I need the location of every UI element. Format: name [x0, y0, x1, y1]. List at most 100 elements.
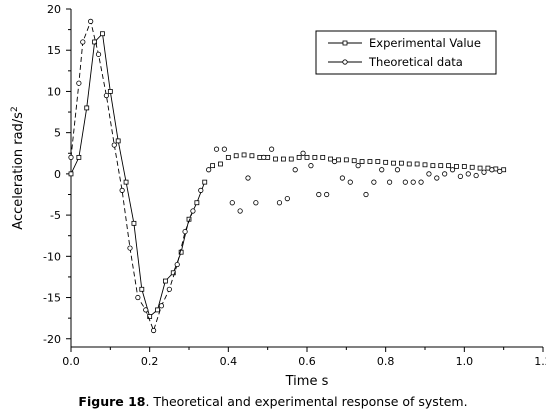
data-point [241, 152, 247, 158]
data-point [100, 31, 105, 37]
y-tick-label: 20 [47, 3, 61, 16]
data-point [371, 179, 377, 185]
data-point [312, 154, 318, 160]
data-point [103, 92, 110, 99]
series-theoretical-data [68, 18, 503, 334]
data-point [422, 162, 428, 168]
data-point [339, 175, 345, 181]
data-point [127, 245, 133, 251]
data-point [489, 167, 495, 173]
data-point [304, 154, 310, 160]
data-point [426, 171, 432, 177]
data-point [119, 187, 125, 193]
x-tick-label: 0.0 [62, 355, 80, 368]
y-tick-label: -5 [50, 209, 61, 222]
data-point [446, 163, 452, 169]
data-point [95, 51, 102, 57]
data-point [430, 163, 436, 169]
data-point [158, 303, 165, 309]
data-point [170, 270, 176, 276]
data-point [111, 142, 117, 148]
figure-caption-label: Figure 18 [78, 394, 146, 409]
legend: Experimental Value Theoretical data [315, 30, 497, 75]
y-tick-label: -10 [43, 250, 61, 263]
data-point [174, 261, 180, 268]
data-point [245, 175, 251, 181]
data-point [363, 191, 369, 198]
legend-circle-marker [342, 59, 348, 65]
data-point [229, 200, 235, 206]
data-point [107, 89, 113, 94]
data-point [92, 39, 97, 45]
data-point [210, 163, 216, 169]
data-point [155, 307, 160, 313]
data-point [202, 179, 208, 185]
y-tick-label: 5 [54, 127, 61, 140]
data-point [442, 171, 448, 177]
x-axis-title: Time s [285, 374, 329, 389]
data-point [402, 179, 408, 185]
data-point [454, 164, 459, 169]
data-point [406, 161, 412, 167]
x-tick-label: 1.2 [534, 355, 546, 368]
figure-caption: Figure 18. Theoretical and experimental … [0, 394, 546, 409]
data-point [139, 286, 145, 292]
data-point [131, 220, 137, 226]
data-point [135, 294, 141, 301]
data-point [477, 165, 483, 171]
data-point [355, 163, 361, 169]
data-point [434, 175, 440, 181]
data-point [221, 146, 227, 152]
data-point [280, 156, 286, 162]
y-tick-label: -20 [43, 333, 61, 346]
data-point [320, 154, 326, 160]
data-point [469, 164, 475, 170]
data-point [367, 159, 373, 164]
data-point [123, 179, 129, 185]
legend-item: Experimental Value [328, 36, 481, 50]
data-point [88, 18, 94, 24]
data-point [331, 158, 338, 165]
data-point [375, 159, 381, 164]
data-point [213, 146, 220, 152]
data-point [76, 80, 82, 86]
series-line [70, 32, 206, 318]
y-tick-label: 15 [47, 44, 61, 57]
y-axis-title: Acceleration rad/s2 [10, 106, 26, 229]
data-point [379, 167, 385, 173]
data-point [324, 191, 330, 198]
data-point [418, 179, 424, 185]
data-point [308, 163, 314, 169]
data-point [284, 196, 290, 202]
data-point [206, 167, 212, 173]
series-experimental-value [68, 31, 507, 319]
data-point [343, 157, 349, 163]
data-point [84, 105, 90, 111]
data-point [414, 161, 420, 167]
data-point [268, 146, 275, 152]
data-point [386, 179, 393, 185]
data-point [261, 154, 267, 160]
legend-box [315, 30, 497, 75]
data-point [296, 154, 302, 160]
data-point [198, 187, 204, 193]
data-point [347, 179, 353, 185]
data-point [151, 327, 157, 334]
data-point [233, 153, 239, 159]
data-point [394, 167, 401, 173]
data-point [465, 171, 471, 177]
y-tick-label: -15 [43, 292, 61, 305]
data-point [80, 39, 86, 45]
x-tick-label: 0.8 [377, 355, 395, 368]
y-axis: 20 15 10 5 0 -5 -10 -15 -20 [43, 3, 71, 346]
data-point [292, 167, 298, 173]
data-point [351, 158, 357, 164]
y-tick-label: 10 [47, 85, 61, 98]
y-axis-title-text: Acceleration rad/s [11, 112, 26, 230]
x-axis: 0.0 0.2 0.4 0.6 0.8 1.0 1.2 [62, 347, 546, 368]
series-line [70, 19, 194, 332]
series-layer [68, 18, 507, 334]
data-point [481, 169, 487, 175]
data-point [182, 228, 188, 235]
